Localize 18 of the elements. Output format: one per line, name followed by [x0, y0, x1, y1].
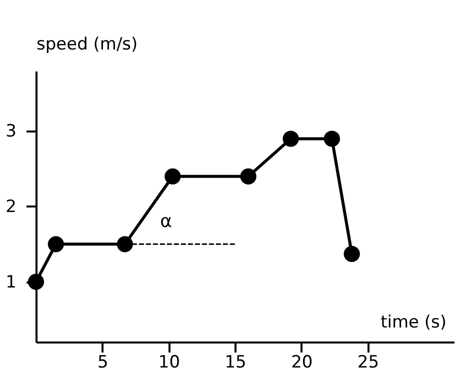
x-axis-title: time (s) — [380, 312, 446, 332]
y-tick-label: 3 — [6, 122, 16, 142]
point — [240, 168, 256, 184]
x-tick-label: 10 — [158, 352, 180, 372]
x-tick-label: 20 — [291, 352, 313, 372]
x-tick-label: 15 — [224, 352, 246, 372]
point — [164, 168, 181, 184]
x-tick-label: 25 — [357, 352, 380, 372]
point — [116, 236, 133, 252]
y-tick-label: 1 — [6, 272, 16, 292]
point — [282, 130, 299, 147]
y-tick-label: 2 — [6, 197, 16, 217]
y-axis-title: speed (m/s) — [36, 34, 138, 54]
point — [48, 236, 64, 252]
point — [344, 246, 360, 262]
annotation: α — [160, 211, 172, 232]
point — [324, 130, 340, 147]
x-tick-label: 5 — [97, 352, 108, 372]
